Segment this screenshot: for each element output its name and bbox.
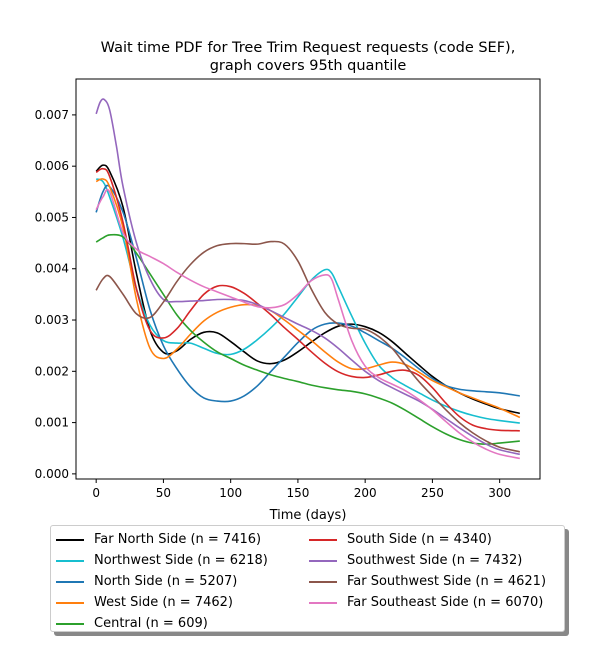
- legend-item: West Side (n = 7462): [56, 592, 268, 613]
- legend-item: Southwest Side (n = 7432): [309, 550, 546, 571]
- legend-label: South Side (n = 4340): [347, 532, 492, 547]
- legend-swatch: [309, 538, 337, 541]
- legend-item: Far Southwest Side (n = 4621): [309, 571, 546, 592]
- series-line-2: [95, 178, 520, 424]
- legend: Far North Side (n = 7416) Northwest Side …: [50, 525, 565, 632]
- legend-label: Far Southeast Side (n = 6070): [347, 595, 544, 610]
- legend-item: South Side (n = 4340): [309, 529, 546, 550]
- y-tick-label: 0.007: [35, 108, 69, 122]
- series-line-7: [95, 98, 521, 456]
- series-line-8: [95, 240, 521, 453]
- legend-swatch: [309, 580, 337, 583]
- legend-swatch: [56, 538, 84, 541]
- legend-column-left: Far North Side (n = 7416) Northwest Side …: [56, 529, 268, 634]
- y-tick-label: 0.004: [35, 262, 69, 276]
- legend-column-right: South Side (n = 4340) Southwest Side (n =…: [309, 529, 546, 613]
- legend-item: North Side (n = 5207): [56, 571, 268, 592]
- series-line-5: [95, 233, 520, 445]
- legend-swatch: [56, 622, 84, 625]
- x-axis-label: Time (days): [269, 508, 347, 523]
- x-tick-label: 200: [354, 486, 377, 500]
- legend-swatch: [56, 580, 84, 583]
- legend-item: Far North Side (n = 7416): [56, 529, 268, 550]
- y-tick-label: 0.003: [35, 313, 69, 327]
- x-axis: 0 50 100 150 200 250 300: [92, 479, 511, 500]
- series-lines: [95, 98, 521, 460]
- legend-label: Far North Side (n = 7416): [94, 532, 262, 547]
- plot-frame: [75, 78, 541, 480]
- legend-label: Central (n = 609): [94, 616, 208, 631]
- legend-label: West Side (n = 7462): [94, 595, 233, 610]
- legend-item: Central (n = 609): [56, 613, 268, 634]
- legend-item: Northwest Side (n = 6218): [56, 550, 268, 571]
- legend-label: Far Southwest Side (n = 4621): [347, 574, 547, 589]
- y-tick-label: 0.005: [35, 210, 69, 224]
- legend-label: North Side (n = 5207): [94, 574, 238, 589]
- y-tick-label: 0.002: [35, 364, 69, 378]
- x-tick-label: 300: [488, 486, 511, 500]
- x-tick-label: 100: [219, 486, 242, 500]
- series-line-4: [95, 178, 521, 419]
- y-tick-label: 0.001: [35, 416, 69, 430]
- y-axis: 0.000 0.001 0.002 0.003 0.004 0.005 0.006 0.007: [35, 108, 76, 481]
- legend-swatch: [309, 559, 337, 562]
- chart-title-line-2: graph covers 95th quantile: [210, 58, 407, 74]
- series-line-3: [95, 184, 520, 403]
- legend-swatch: [309, 601, 337, 604]
- legend-item: Far Southeast Side (n = 6070): [309, 592, 546, 613]
- series-line-6: [95, 167, 520, 432]
- chart-title-line-1: Wait time PDF for Tree Trim Request requ…: [101, 40, 516, 56]
- legend-label: Southwest Side (n = 7432): [347, 553, 523, 568]
- legend-swatch: [56, 601, 84, 604]
- legend-swatch: [56, 559, 84, 562]
- x-tick-label: 50: [156, 486, 171, 500]
- y-tick-label: 0.000: [35, 467, 69, 481]
- legend-label: Northwest Side (n = 6218): [94, 553, 268, 568]
- x-tick-label: 0: [92, 486, 100, 500]
- x-tick-label: 250: [421, 486, 444, 500]
- y-tick-label: 0.006: [35, 159, 69, 173]
- series-line-9: [95, 188, 520, 460]
- x-tick-label: 150: [286, 486, 309, 500]
